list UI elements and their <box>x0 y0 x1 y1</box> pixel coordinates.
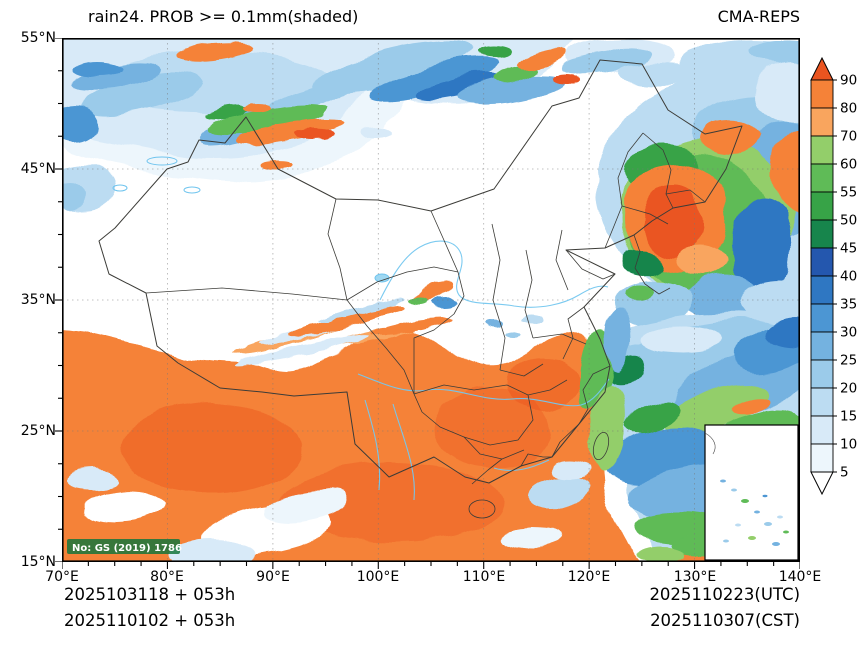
colorbar-tick-label: 35 <box>840 297 857 313</box>
hainan-island <box>468 499 496 519</box>
korea-coastline <box>633 234 671 295</box>
shading-northeast <box>597 63 800 328</box>
colorbar-tick-label: 70 <box>840 129 857 145</box>
taiwan-island <box>592 431 610 461</box>
colorbar-segment <box>810 79 834 109</box>
colorbar-segment <box>810 163 834 193</box>
colorbar-tick-label: 20 <box>840 381 857 397</box>
province-boundaries <box>98 59 743 519</box>
init-time-cst: 2025110102 + 053h <box>64 611 236 630</box>
qinghai-lake <box>374 273 390 283</box>
plot-title: rain24. PROB >= 0.1mm(shaded) <box>88 7 359 26</box>
colorbar-segment <box>810 219 834 249</box>
inset-map <box>704 424 799 561</box>
inset-coastline <box>704 432 716 455</box>
x-axis-label: 130°E <box>673 569 717 585</box>
colorbar-tick-label: 30 <box>840 325 857 341</box>
x-axis-label: 80°E <box>150 569 184 585</box>
x-axis-label: 70°E <box>45 569 79 585</box>
x-axis-label: 90°E <box>256 569 290 585</box>
colorbar-tick-label: 25 <box>840 353 857 369</box>
shading-streaks-plateau <box>233 280 542 366</box>
x-axis-ticks <box>62 562 800 569</box>
colorbar-tick-label: 10 <box>840 437 857 453</box>
colorbar-segment <box>810 443 834 473</box>
valid-time-cst: 2025110307(CST) <box>650 611 800 630</box>
graticule <box>62 38 800 562</box>
colorbar-segment <box>810 387 834 417</box>
colorbar-segment <box>810 191 834 221</box>
colorbar-tick-label: 50 <box>840 213 857 229</box>
rivers <box>112 156 610 501</box>
x-axis-label: 110°E <box>462 569 506 585</box>
y-axis-ticks <box>55 38 62 562</box>
lake-outline <box>146 156 178 166</box>
shading-main-rain-south <box>62 308 800 562</box>
model-name: CMA-REPS <box>717 7 800 26</box>
lake-outline <box>183 186 201 194</box>
colorbar-tick-label: 90 <box>840 73 857 89</box>
valid-time-utc: 2025110223(UTC) <box>649 585 800 604</box>
license-watermark: No: GS (2019) 1786 <box>67 539 182 554</box>
y-axis-label: 45°N <box>20 161 56 177</box>
x-axis-label: 100°E <box>356 569 400 585</box>
y-axis-label: 55°N <box>20 30 56 46</box>
y-axis-label: 35°N <box>20 292 56 308</box>
colorbar-segment <box>810 415 834 445</box>
colorbar-segment <box>810 247 834 277</box>
colorbar-arrow-bottom <box>810 471 834 496</box>
colorbar-tick-label: 15 <box>840 409 857 425</box>
colorbar-tick-label: 40 <box>840 269 857 285</box>
inset-islands <box>720 479 789 546</box>
colorbar-tick-label: 60 <box>840 157 857 173</box>
y-axis-label: 25°N <box>20 423 56 439</box>
colorbar-segment <box>810 303 834 333</box>
colorbar-tick-label: 45 <box>840 241 857 257</box>
colorbar-tick-label: 80 <box>840 101 857 117</box>
map-border <box>62 38 800 562</box>
colorbar-arrow-top <box>810 56 834 81</box>
watermark-text: No: GS (2019) 1786 <box>72 543 182 554</box>
x-axis-label: 120°E <box>567 569 611 585</box>
colorbar: 90 80 70 60 55 50 45 40 35 30 25 20 15 10 5 <box>810 56 860 497</box>
colorbar-segment <box>810 135 834 165</box>
x-axis-label: 140°E <box>778 569 822 585</box>
lake-outline <box>112 184 128 192</box>
init-time-utc: 2025103118 + 053h <box>64 585 236 604</box>
colorbar-segment <box>810 331 834 361</box>
colorbar-segment <box>810 275 834 305</box>
y-axis-label: 15°N <box>20 554 56 570</box>
colorbar-tick-label: 55 <box>840 185 857 201</box>
colorbar-tick-label: 5 <box>840 465 849 481</box>
map-canvas: No: GS (2019) 1786 <box>62 38 800 562</box>
colorbar-segment <box>810 107 834 137</box>
watermark-badge <box>67 539 180 554</box>
colorbar-segment <box>810 359 834 389</box>
